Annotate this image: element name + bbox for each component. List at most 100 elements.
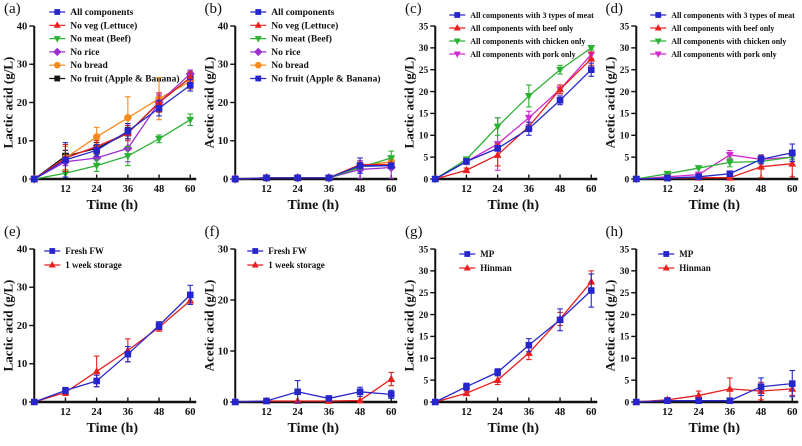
svg-text:60: 60 bbox=[386, 184, 397, 195]
svg-text:Lactic acid (g/L): Lactic acid (g/L) bbox=[0, 280, 15, 372]
svg-text:36: 36 bbox=[724, 184, 735, 195]
svg-text:Time (h): Time (h) bbox=[87, 198, 139, 213]
svg-text:30: 30 bbox=[619, 267, 629, 277]
svg-text:36: 36 bbox=[123, 407, 134, 418]
panel-g-chart: 0 5 10 15 20 25 30 35 12 24 36 48 60 Lactic acid (g/L… bbox=[401, 245, 598, 436]
svg-text:10: 10 bbox=[419, 355, 429, 365]
svg-text:10: 10 bbox=[619, 355, 629, 365]
svg-text:0: 0 bbox=[223, 397, 228, 408]
svg-text:48: 48 bbox=[154, 407, 165, 418]
svg-text:Lactic acid (g/L): Lactic acid (g/L) bbox=[401, 57, 416, 149]
panel-b-label: (b) bbox=[204, 1, 223, 17]
svg-text:All components with chicken on: All components with chicken only bbox=[671, 37, 786, 46]
svg-text:30: 30 bbox=[17, 283, 28, 294]
svg-text:0: 0 bbox=[22, 174, 27, 185]
svg-text:30: 30 bbox=[419, 44, 429, 54]
svg-text:60: 60 bbox=[185, 184, 196, 195]
svg-text:24: 24 bbox=[292, 407, 303, 418]
svg-text:20: 20 bbox=[17, 98, 28, 109]
svg-text:24: 24 bbox=[693, 407, 704, 418]
svg-text:15: 15 bbox=[619, 333, 629, 343]
svg-text:15: 15 bbox=[419, 333, 429, 343]
svg-text:10: 10 bbox=[217, 346, 228, 357]
svg-text:Time (h): Time (h) bbox=[488, 198, 540, 213]
svg-text:No veg (Lettuce): No veg (Lettuce) bbox=[271, 20, 338, 31]
svg-text:20: 20 bbox=[217, 98, 228, 109]
svg-text:All components: All components bbox=[70, 8, 133, 18]
svg-text:No rice: No rice bbox=[271, 48, 300, 58]
svg-text:No fruit (Apple & Banana): No fruit (Apple & Banana) bbox=[70, 74, 179, 85]
svg-text:36: 36 bbox=[524, 184, 535, 195]
svg-text:12: 12 bbox=[60, 184, 71, 195]
svg-text:No veg (Lettuce): No veg (Lettuce) bbox=[70, 20, 137, 31]
svg-text:35: 35 bbox=[419, 22, 429, 32]
svg-text:15: 15 bbox=[619, 110, 629, 120]
svg-text:36: 36 bbox=[323, 184, 334, 195]
svg-text:Lactic acid (g/L): Lactic acid (g/L) bbox=[0, 57, 15, 149]
panel-c-label: (c) bbox=[405, 1, 422, 17]
svg-text:Time (h): Time (h) bbox=[688, 198, 740, 213]
svg-text:30: 30 bbox=[217, 244, 228, 255]
svg-text:36: 36 bbox=[524, 407, 535, 418]
svg-text:Time (h): Time (h) bbox=[287, 198, 339, 213]
svg-text:12: 12 bbox=[261, 407, 272, 418]
svg-text:All components with chicken on: All components with chicken only bbox=[470, 37, 585, 46]
svg-text:48: 48 bbox=[755, 184, 766, 195]
svg-text:12: 12 bbox=[662, 407, 673, 418]
svg-text:12: 12 bbox=[662, 184, 673, 195]
svg-text:Hinman: Hinman bbox=[480, 263, 512, 273]
svg-text:30: 30 bbox=[17, 60, 28, 71]
svg-text:20: 20 bbox=[619, 311, 629, 321]
svg-text:60: 60 bbox=[386, 407, 397, 418]
svg-text:48: 48 bbox=[154, 184, 165, 195]
svg-text:No rice: No rice bbox=[70, 48, 99, 58]
svg-text:No bread: No bread bbox=[70, 61, 108, 71]
svg-text:12: 12 bbox=[461, 184, 472, 195]
svg-text:20: 20 bbox=[419, 311, 429, 321]
svg-text:5: 5 bbox=[424, 376, 429, 386]
panel-b: (b) 0 10 20 30 40 12 24 36 48 60 Acetic acid (g/L)… bbox=[201, 0, 402, 223]
svg-text:60: 60 bbox=[586, 407, 597, 418]
svg-text:30: 30 bbox=[419, 267, 429, 277]
panel-c-chart: 0 5 10 15 20 25 30 35 12 24 36 48 60 Lactic acid (g/L… bbox=[401, 11, 598, 213]
svg-text:25: 25 bbox=[419, 289, 429, 299]
svg-text:1 week storage: 1 week storage bbox=[65, 260, 121, 270]
svg-text:All components with beef only: All components with beef only bbox=[671, 24, 774, 33]
panel-g-label: (g) bbox=[405, 224, 423, 240]
svg-text:25: 25 bbox=[419, 66, 429, 76]
svg-text:60: 60 bbox=[185, 407, 196, 418]
svg-text:20: 20 bbox=[17, 321, 28, 332]
svg-text:40: 40 bbox=[17, 244, 28, 255]
svg-text:36: 36 bbox=[724, 407, 735, 418]
svg-text:35: 35 bbox=[619, 245, 629, 255]
svg-text:0: 0 bbox=[424, 398, 429, 408]
svg-text:1 week storage: 1 week storage bbox=[268, 260, 324, 270]
svg-text:All components with pork only: All components with pork only bbox=[470, 50, 575, 59]
svg-text:All components with 3 types of: All components with 3 types of meat bbox=[671, 11, 795, 20]
svg-text:10: 10 bbox=[17, 359, 28, 370]
svg-text:20: 20 bbox=[619, 88, 629, 98]
svg-text:Time (h): Time (h) bbox=[87, 421, 139, 436]
svg-text:60: 60 bbox=[787, 407, 798, 418]
svg-text:24: 24 bbox=[91, 184, 102, 195]
panel-f-label: (f) bbox=[204, 224, 220, 240]
svg-text:Lactic acid (g/L): Lactic acid (g/L) bbox=[401, 280, 416, 372]
svg-text:No bread: No bread bbox=[271, 61, 309, 71]
svg-text:12: 12 bbox=[60, 407, 71, 418]
svg-text:60: 60 bbox=[787, 184, 798, 195]
svg-text:All components with beef only: All components with beef only bbox=[470, 24, 573, 33]
panel-e-chart: 0 10 20 30 40 12 24 36 48 60 Lactic acid (g/L) Time… bbox=[0, 244, 197, 436]
svg-text:48: 48 bbox=[755, 407, 766, 418]
svg-text:All components with 3 types of: All components with 3 types of meat bbox=[470, 11, 594, 20]
svg-text:36: 36 bbox=[323, 407, 334, 418]
svg-text:All components with pork only: All components with pork only bbox=[671, 50, 776, 59]
svg-text:Fresh FW: Fresh FW bbox=[65, 246, 104, 256]
panel-a: (a) 0 10 20 30 40 12 24 36 48 60 Lactic acid (g/L)… bbox=[0, 0, 201, 223]
svg-text:40: 40 bbox=[217, 21, 228, 32]
svg-text:24: 24 bbox=[492, 184, 503, 195]
svg-text:48: 48 bbox=[354, 184, 365, 195]
svg-text:10: 10 bbox=[419, 132, 429, 142]
svg-text:Time (h): Time (h) bbox=[488, 421, 540, 436]
svg-text:0: 0 bbox=[223, 174, 228, 185]
svg-text:Acetic acid (g/L): Acetic acid (g/L) bbox=[602, 57, 617, 149]
